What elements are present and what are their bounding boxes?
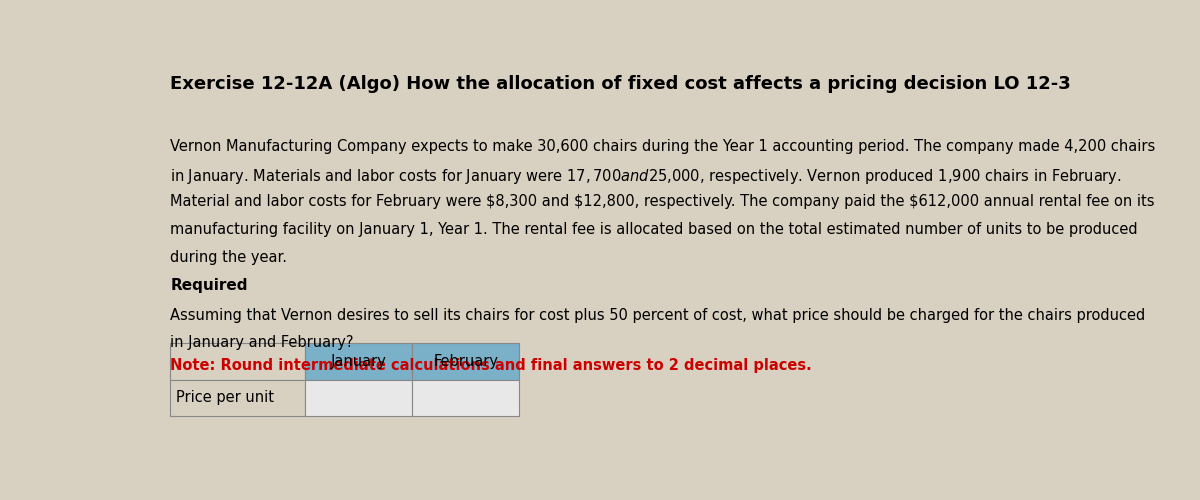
Text: Price per unit: Price per unit <box>176 390 274 406</box>
Bar <box>170 380 305 416</box>
Bar <box>413 343 520 380</box>
Text: Assuming that Vernon desires to sell its chairs for cost plus 50 percent of cost: Assuming that Vernon desires to sell its… <box>170 308 1146 324</box>
Text: in January and February?: in January and February? <box>170 336 354 350</box>
Bar <box>305 380 413 416</box>
Text: manufacturing facility on January 1, Year 1. The rental fee is allocated based o: manufacturing facility on January 1, Yea… <box>170 222 1138 237</box>
Text: Note: Round intermediate calculations and final answers to 2 decimal places.: Note: Round intermediate calculations an… <box>170 358 812 374</box>
Text: Material and labor costs for February were $8,300 and $12,800, respectively. The: Material and labor costs for February we… <box>170 194 1154 210</box>
Text: February: February <box>433 354 498 369</box>
Bar <box>305 343 413 380</box>
Text: Vernon Manufacturing Company expects to make 30,600 chairs during the Year 1 acc: Vernon Manufacturing Company expects to … <box>170 139 1156 154</box>
Text: Exercise 12-12A (Algo) How the allocation of fixed cost affects a pricing decisi: Exercise 12-12A (Algo) How the allocatio… <box>170 76 1072 94</box>
Text: January: January <box>331 354 386 369</box>
Text: during the year.: during the year. <box>170 250 288 265</box>
Text: in January. Materials and labor costs for January were $17,700 and $25,000, resp: in January. Materials and labor costs fo… <box>170 166 1122 186</box>
Bar <box>413 380 520 416</box>
Text: Required: Required <box>170 278 248 292</box>
Bar <box>170 343 305 380</box>
